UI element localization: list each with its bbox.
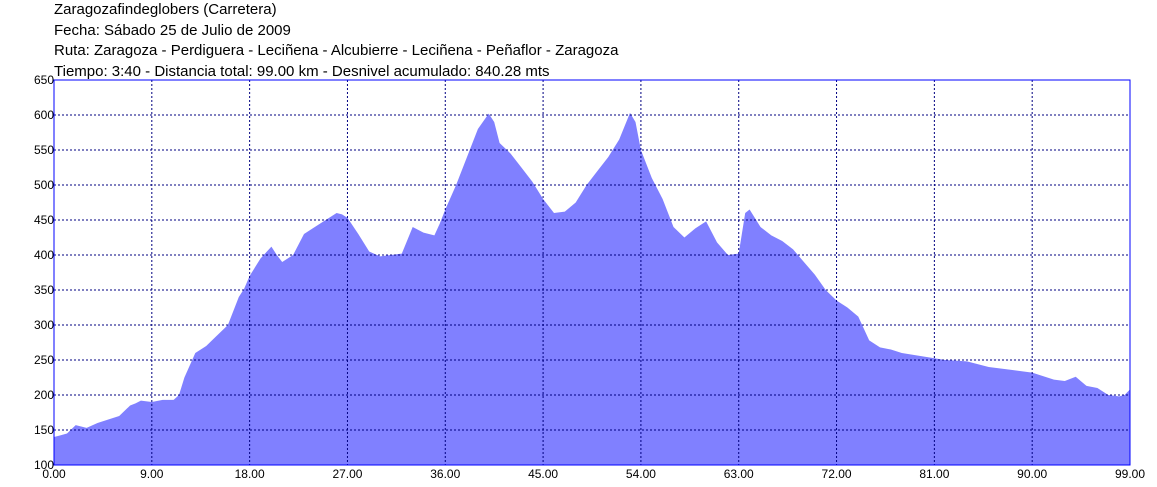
chart-date: Fecha: Sábado 25 de Julio de 2009 [54,21,291,39]
y-tick-label: 400 [34,248,54,262]
x-tick-label: 81.00 [919,467,949,481]
y-tick-label: 550 [34,143,54,157]
y-tick-label: 450 [34,213,54,227]
x-tick-label: 72.00 [822,467,852,481]
y-tick-label: 150 [34,423,54,437]
y-tick-label: 650 [34,73,54,87]
x-tick-label: 9.00 [140,467,164,481]
chart-stats: Tiempo: 3:40 - Distancia total: 99.00 km… [54,62,550,80]
y-tick-label: 600 [34,108,54,122]
plot-frame [53,79,1131,466]
x-tick-label: 99.00 [1115,467,1145,481]
y-tick-label: 100 [34,458,54,472]
y-tick-label: 350 [34,283,54,297]
x-tick-label: 54.00 [626,467,656,481]
x-tick-label: 90.00 [1017,467,1047,481]
elevation-area [54,112,1130,466]
chart-header: Zaragozafindeglobers (Carretera) Fecha: … [54,0,618,82]
x-tick-label: 45.00 [528,467,558,481]
y-tick-label: 250 [34,353,54,367]
x-tick-label: 0.00 [42,467,66,481]
y-tick-label: 200 [34,388,54,402]
x-tick-label: 18.00 [235,467,265,481]
chart-route: Ruta: Zaragoza - Perdiguera - Leciñena -… [54,42,619,59]
y-tick-label: 300 [34,318,54,332]
x-tick-label: 27.00 [332,467,362,481]
x-tick-label: 63.00 [724,467,754,481]
y-tick-label: 500 [34,178,54,192]
x-tick-label: 36.00 [430,467,460,481]
chart-title: Zaragozafindeglobers (Carretera) [54,1,277,18]
